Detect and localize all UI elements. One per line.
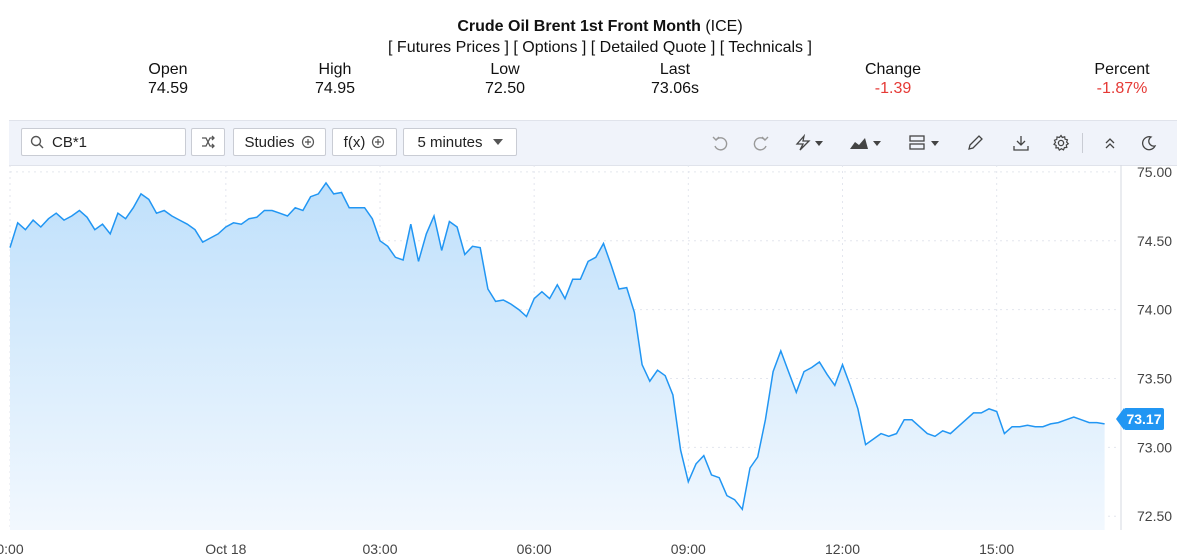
x-tick-label: Oct 18 — [205, 541, 246, 557]
y-tick-label: 72.50 — [1137, 508, 1172, 524]
low-value: 72.50 — [484, 80, 526, 97]
redo-icon — [753, 136, 769, 151]
events-menu-button[interactable] — [789, 131, 829, 155]
chart-toolbar: CB*1 Studies f(x) 5 minutes — [9, 120, 1177, 166]
redo-button[interactable] — [749, 131, 773, 155]
layout-icon — [909, 135, 939, 150]
quote-last: Last 73.06s — [634, 60, 716, 98]
link-technicals[interactable]: [ Technicals ] — [719, 39, 812, 56]
plus-circle-icon — [372, 135, 385, 149]
symbol-search-input[interactable]: CB*1 — [21, 128, 186, 156]
search-icon — [30, 135, 44, 149]
moon-icon — [1142, 136, 1157, 151]
x-tick-label: 03:00 — [362, 541, 397, 557]
toolbar-divider — [1082, 133, 1083, 153]
high-value: 74.95 — [314, 80, 356, 97]
percent-label: Percent — [1094, 61, 1150, 78]
plus-circle-icon — [301, 135, 314, 149]
link-detailed-quote[interactable]: [ Detailed Quote ] — [590, 39, 716, 56]
y-tick-label: 73.00 — [1137, 439, 1172, 455]
fx-label: f(x) — [343, 133, 366, 151]
open-value: 74.59 — [147, 80, 189, 97]
link-futures-prices[interactable]: [ Futures Prices ] — [388, 39, 509, 56]
price-line — [9, 181, 1105, 512]
quote-change: Change -1.39 — [843, 60, 943, 98]
percent-value: -1.87% — [1096, 80, 1148, 97]
pencil-icon — [968, 135, 983, 150]
x-axis: 0:00 Oct 18 03:00 06:00 09:00 12:00 15:00 — [0, 541, 1014, 557]
y-tick-label: 75.00 — [1137, 165, 1172, 180]
exchange-label: (ICE) — [705, 18, 743, 35]
lightning-icon — [795, 134, 823, 151]
x-tick-label: 06:00 — [517, 541, 552, 557]
compare-icon — [202, 135, 215, 149]
undo-icon — [712, 136, 728, 151]
layout-button[interactable] — [905, 131, 945, 155]
interval-label: 5 minutes — [417, 133, 483, 151]
y-tick-label: 74.50 — [1137, 233, 1172, 249]
x-tick-label: 0:00 — [0, 541, 24, 557]
download-button[interactable] — [1009, 131, 1033, 155]
x-tick-label: 09:00 — [671, 541, 706, 557]
chart-title: Crude Oil Brent 1st Front Month (ICE) — [0, 18, 1200, 36]
y-tick-label: 73.50 — [1137, 370, 1172, 386]
quote-percent: Percent -1.87% — [1072, 60, 1172, 98]
chevron-down-icon — [492, 139, 503, 145]
compare-button[interactable] — [191, 128, 225, 156]
change-label: Change — [864, 61, 922, 78]
link-options[interactable]: [ Options ] — [513, 39, 587, 56]
quote-high: High 74.95 — [295, 60, 375, 98]
current-price-marker: 73.17 — [1116, 408, 1164, 430]
studies-label: Studies — [244, 133, 295, 151]
interval-select[interactable]: 5 minutes — [403, 128, 517, 156]
collapse-button[interactable] — [1098, 131, 1122, 155]
theme-toggle-button[interactable] — [1137, 131, 1161, 155]
download-icon — [1013, 136, 1029, 151]
undo-button[interactable] — [708, 131, 732, 155]
change-value: -1.39 — [874, 80, 912, 97]
last-value: 73.06s — [650, 80, 700, 97]
symbol-value: CB*1 — [52, 133, 88, 151]
price-chart[interactable]: 72.50 73.00 73.50 74.00 74.50 75.00 0:00 Oct 1… — [0, 165, 1200, 560]
instrument-name: Crude Oil Brent 1st Front Month — [457, 18, 701, 35]
y-tick-label: 74.00 — [1137, 302, 1172, 318]
open-label: Open — [148, 61, 188, 78]
area-chart-icon — [850, 138, 881, 149]
double-chevron-up-icon — [1105, 138, 1115, 149]
x-tick-label: 15:00 — [979, 541, 1014, 557]
fx-button[interactable]: f(x) — [332, 128, 397, 156]
high-label: High — [318, 61, 352, 78]
chart-type-button[interactable] — [845, 131, 885, 155]
draw-button[interactable] — [963, 131, 987, 155]
x-tick-label: 12:00 — [825, 541, 860, 557]
low-label: Low — [490, 61, 520, 78]
price-area — [10, 182, 1105, 530]
quote-low: Low 72.50 — [465, 60, 545, 98]
quote-open: Open 74.59 — [128, 60, 208, 98]
last-label: Last — [659, 61, 691, 78]
studies-button[interactable]: Studies — [233, 128, 326, 156]
current-price-value: 73.17 — [1126, 411, 1162, 427]
gear-icon — [1053, 134, 1070, 151]
y-axis: 72.50 73.00 73.50 74.00 74.50 75.00 — [1137, 165, 1172, 524]
quote-links: [ Futures Prices ] [ Options ] [ Detaile… — [0, 39, 1200, 57]
settings-button[interactable] — [1049, 131, 1073, 155]
